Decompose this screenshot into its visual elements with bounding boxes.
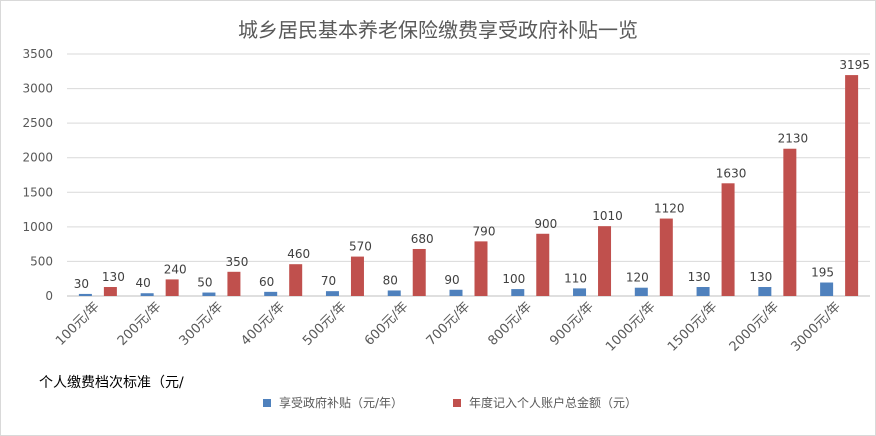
bar-subsidy (387, 290, 401, 296)
x-axis-title: 个人缴费档次标准（元/ (39, 375, 184, 391)
data-label: 130 (749, 270, 772, 284)
data-label: 70 (321, 274, 336, 288)
data-label: 120 (626, 271, 649, 285)
x-tick-label: 1000元/年 (603, 299, 658, 354)
data-label: 1630 (716, 166, 747, 180)
legend-swatch (263, 399, 271, 407)
y-tick-label: 3000 (22, 82, 53, 96)
bar-subsidy (511, 289, 525, 296)
bar-subsidy (202, 292, 216, 296)
x-tick-label: 600元/年 (362, 299, 412, 349)
bar-account-total (845, 75, 859, 297)
bar-account-total (659, 218, 673, 296)
bar-subsidy (78, 293, 92, 296)
bar-subsidy (573, 288, 587, 296)
data-label: 30 (74, 277, 89, 291)
data-label: 680 (411, 232, 434, 246)
data-label: 790 (473, 224, 496, 238)
data-label: 110 (564, 271, 587, 285)
legend: 享受政府补贴（元/年） 年度记入个人账户总金额（元） (263, 395, 637, 410)
x-tick-label: 200元/年 (115, 299, 165, 349)
x-tick-label: 100元/年 (53, 299, 103, 349)
legend-label: 年度记入个人账户总金额（元） (469, 395, 637, 410)
data-label: 90 (444, 273, 459, 287)
data-label: 1120 (654, 202, 685, 216)
x-tick-label: 300元/年 (177, 299, 227, 349)
bar-account-total (289, 264, 303, 296)
data-label: 350 (225, 255, 248, 269)
y-tick-label: 2000 (22, 151, 53, 165)
legend-label: 享受政府补贴（元/年） (279, 395, 403, 410)
x-tick-label: 800元/年 (485, 299, 535, 349)
x-tick-label: 500元/年 (300, 299, 350, 349)
bar-subsidy (264, 291, 278, 296)
x-tick-label: 1500元/年 (665, 299, 720, 354)
y-tick-label: 0 (45, 289, 53, 303)
data-label: 570 (349, 240, 372, 254)
bar-subsidy (634, 287, 648, 296)
bar-account-total (165, 279, 179, 296)
x-tick-label: 3000元/年 (788, 299, 843, 354)
y-tick-label: 3500 (22, 47, 53, 61)
data-label: 40 (136, 276, 151, 290)
bar-account-total (412, 248, 426, 296)
data-label: 60 (259, 275, 274, 289)
y-tick-label: 1500 (22, 185, 53, 199)
data-label: 100 (502, 272, 525, 286)
data-label: 3195 (839, 58, 870, 72)
bar-subsidy (449, 289, 463, 296)
grid-lines (67, 53, 870, 297)
x-tick-label: 400元/年 (238, 299, 288, 349)
x-axis: 100元/年 200元/年 300元/年 400元/年 500元/年 600元/年 700元… (53, 299, 844, 354)
data-label: 1010 (592, 209, 623, 223)
data-label: 80 (383, 273, 398, 287)
bar-account-total (227, 271, 241, 296)
chart-title: 城乡居民基本养老保险缴费享受政府补贴一览 (238, 18, 638, 42)
bar-subsidy (140, 293, 154, 296)
bar-subsidy (758, 287, 772, 296)
y-axis: 0 500 1000 1500 2000 2500 3000 3500 (22, 47, 53, 303)
bars (78, 75, 859, 297)
bar-subsidy (696, 287, 710, 296)
legend-swatch (453, 399, 461, 407)
data-label: 900 (534, 217, 557, 231)
data-labels: 30 130 40 240 50 350 60 460 70 570 80 680 90 790 100 90… (74, 58, 870, 291)
bar-subsidy (325, 291, 339, 296)
data-label: 130 (688, 270, 711, 284)
bar-account-total (103, 287, 117, 296)
bar-account-total (536, 233, 550, 296)
bar-account-total (598, 226, 612, 296)
x-tick-label: 900元/年 (547, 299, 597, 349)
x-tick-label: 2000元/年 (727, 299, 782, 354)
data-label: 460 (287, 247, 310, 261)
bar-account-total (350, 256, 364, 296)
bar-account-total (783, 148, 797, 296)
x-tick-label: 700元/年 (424, 299, 474, 349)
data-label: 240 (164, 262, 187, 276)
data-label: 195 (811, 266, 834, 280)
y-tick-label: 1000 (22, 220, 53, 234)
bar-subsidy (820, 282, 834, 296)
data-label: 50 (197, 276, 212, 290)
y-tick-label: 500 (30, 254, 53, 268)
bar-account-total (474, 241, 488, 296)
y-tick-label: 2500 (22, 116, 53, 130)
data-label: 130 (102, 270, 125, 284)
bar-account-total (721, 183, 735, 296)
data-label: 2130 (778, 132, 809, 146)
